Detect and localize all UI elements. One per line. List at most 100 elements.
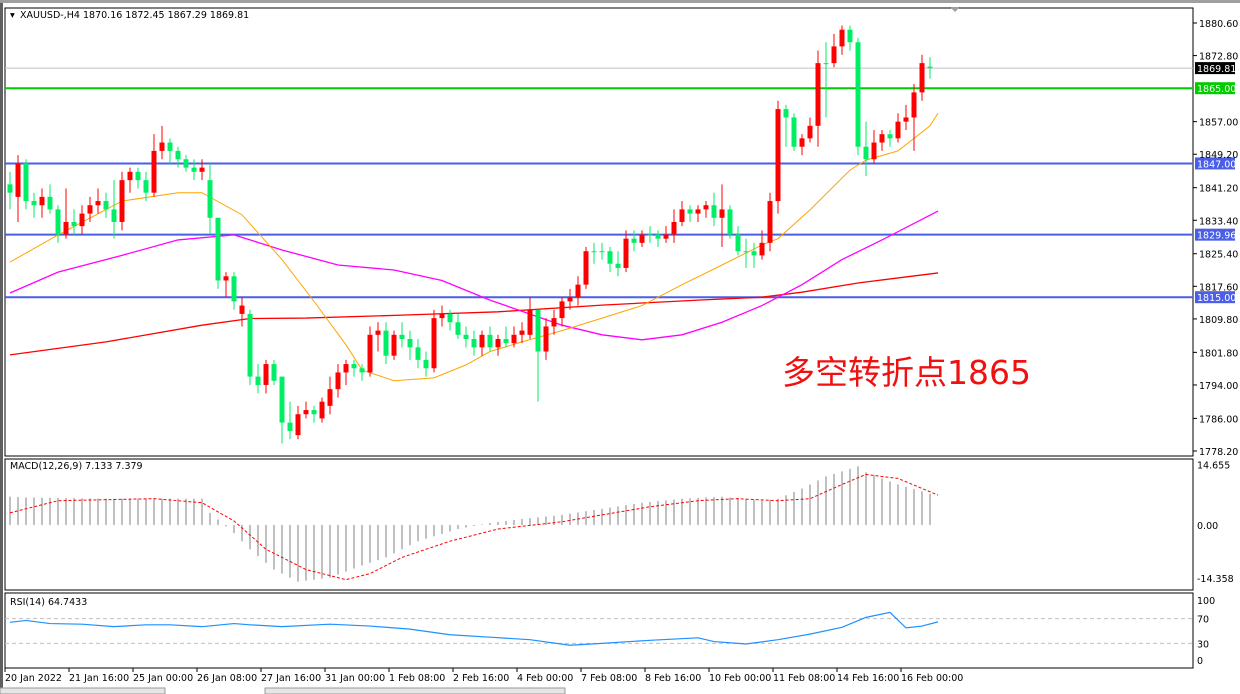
x-tick-label: 27 Jan 16:00 <box>261 673 321 684</box>
candle-bull <box>63 221 69 235</box>
candle-bear <box>31 201 37 206</box>
candle-bull <box>367 334 373 373</box>
rsi-tick-label: 100 <box>1197 596 1215 607</box>
x-tick-label: 1 Feb 08:00 <box>389 673 445 684</box>
symbol-dropdown-icon[interactable]: ▾ <box>10 10 15 21</box>
candle-bear <box>287 422 293 431</box>
candle-bear <box>167 142 173 151</box>
candle-bull <box>511 334 517 344</box>
candle-bear <box>7 184 13 193</box>
candle-bear <box>711 205 717 218</box>
candle-bull <box>335 372 341 390</box>
candle-bear <box>71 221 77 227</box>
candle-bull <box>543 326 549 352</box>
candle-bull <box>879 134 885 143</box>
y-tick-label: 1809.80 <box>1199 315 1238 326</box>
candle-bull <box>559 301 565 319</box>
candle-bull <box>567 297 573 302</box>
candle-bull <box>343 364 349 373</box>
candle-bear <box>535 309 541 352</box>
candle-bull <box>871 142 877 160</box>
candle-bear <box>207 180 213 218</box>
candle-bear <box>407 338 413 348</box>
x-tick-label: 8 Feb 16:00 <box>645 673 701 684</box>
candle-bull <box>807 125 813 139</box>
candle-bull <box>319 401 325 419</box>
candle-bear <box>487 334 493 348</box>
candle-bear <box>863 146 869 160</box>
x-tick-label: 11 Feb 08:00 <box>773 673 835 684</box>
level-tag: 1869.81 <box>1197 64 1236 75</box>
candle-bull <box>799 138 805 147</box>
candle-bull <box>39 196 45 206</box>
candle-bear <box>887 134 893 139</box>
annotation-text: 多空转折点1865 <box>782 353 1031 392</box>
macd-tick-label: 0.00 <box>1197 521 1218 532</box>
y-tick-label: 1801.80 <box>1199 348 1238 359</box>
x-tick-label: 2 Feb 16:00 <box>453 673 509 684</box>
candle-bull <box>703 205 709 210</box>
candle-bear <box>847 29 853 43</box>
candle-bull <box>551 318 557 327</box>
axes: 1869.81 1865.00 1847.00 1829.96 1815.00 1880.… <box>4 19 1238 684</box>
candle-bull <box>199 167 205 172</box>
candle-bear <box>415 347 421 360</box>
symbol-label: XAUUSD-,H4 <box>20 10 80 21</box>
candle-bull <box>295 414 301 436</box>
candle-bull <box>391 334 397 356</box>
price-chart <box>5 25 1193 444</box>
candle-bull <box>223 276 229 281</box>
y-tick-label: 1841.20 <box>1199 184 1238 195</box>
level-tag: 1829.96 <box>1197 231 1236 242</box>
rsi-tick-label: 70 <box>1197 615 1209 626</box>
x-tick-label: 16 Feb 00:00 <box>901 673 963 684</box>
candle-bull <box>119 180 125 222</box>
bottom-tab[interactable] <box>0 687 166 694</box>
price-panel[interactable] <box>4 7 1194 457</box>
candle-bear <box>47 196 53 210</box>
candle-bull <box>79 213 85 227</box>
candle-bear <box>175 150 181 160</box>
candle-bull <box>95 201 101 206</box>
candle-bear <box>423 359 429 369</box>
candle-bull <box>431 318 437 369</box>
candle-bull <box>719 209 725 218</box>
candle-bear <box>447 313 453 323</box>
macd-panel[interactable] <box>4 458 1194 591</box>
candle-bear <box>687 209 693 214</box>
rsi-panel[interactable] <box>4 592 1194 669</box>
candle-bear <box>183 159 189 168</box>
candle-bull <box>911 92 917 118</box>
candle-bear <box>351 364 357 369</box>
candle-bear <box>655 234 661 239</box>
candle-bear <box>727 209 733 235</box>
level-tag-bg <box>1195 82 1235 95</box>
candle-bull <box>895 121 901 139</box>
candle-bear <box>135 171 141 181</box>
candle-bear <box>607 251 613 264</box>
y-tick-label: 1872.80 <box>1199 52 1238 63</box>
x-tick-label: 14 Feb 16:00 <box>837 673 899 684</box>
window-left-border <box>0 0 3 694</box>
candle-bull <box>663 234 669 239</box>
macd-tick-label: 14.655 <box>1197 461 1230 472</box>
candle-bull <box>679 209 685 222</box>
y-tick-label: 1880.60 <box>1199 19 1238 30</box>
bottom-tab[interactable] <box>264 687 566 694</box>
candle-bear <box>55 209 61 235</box>
chart-shift-marker-icon[interactable] <box>950 7 960 12</box>
candle-bear <box>647 234 653 236</box>
candle-bull <box>159 142 165 151</box>
candle-bear <box>591 251 597 253</box>
candle-bear <box>255 376 261 385</box>
rsi-title: RSI(14) 64.7433 <box>10 597 87 608</box>
y-tick-label: 1794.00 <box>1199 381 1238 392</box>
x-tick-label: 7 Feb 08:00 <box>581 673 637 684</box>
x-tick-label: 4 Feb 00:00 <box>517 673 573 684</box>
macd-signal-line <box>9 473 939 581</box>
candle-bear <box>855 42 861 147</box>
candle-bear <box>359 368 365 373</box>
candle-bear <box>143 180 149 193</box>
x-tick-label: 10 Feb 00:00 <box>709 673 771 684</box>
candle-bull <box>831 46 837 64</box>
